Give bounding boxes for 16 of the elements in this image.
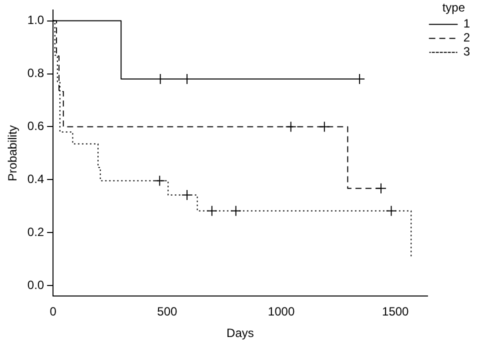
y-tick-label: 0.2 (27, 224, 44, 239)
x-tick-label: 1500 (382, 304, 410, 319)
legend-label: 1 (463, 16, 470, 31)
x-tick-label: 0 (50, 304, 57, 319)
x-axis-title: Days (226, 326, 254, 340)
legend-label: 2 (463, 30, 470, 45)
y-tick-label: 0.0 (27, 278, 44, 292)
y-tick-label: 1.0 (27, 13, 44, 28)
y-tick-label: 0.6 (27, 119, 44, 134)
y-tick-label: 0.8 (27, 66, 44, 80)
y-axis-title: Probability (6, 125, 20, 182)
legend-label: 3 (463, 44, 470, 59)
x-tick-label: 1000 (268, 304, 295, 319)
legend-title: type (442, 0, 466, 14)
x-tick-label: 500 (157, 304, 178, 319)
y-tick-label: 0.4 (27, 172, 44, 186)
